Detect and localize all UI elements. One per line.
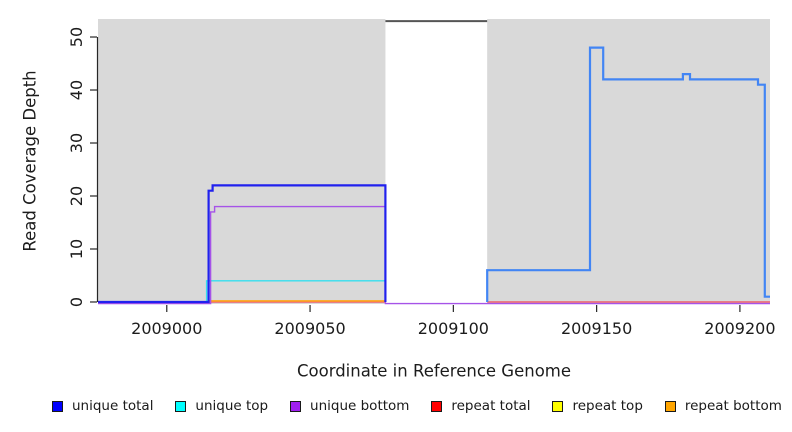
y-axis-label: Read Coverage Depth xyxy=(20,70,40,252)
x-tick-label: 2009050 xyxy=(274,319,345,338)
legend-label: unique total xyxy=(72,398,154,414)
gap-region xyxy=(385,19,488,304)
y-tick-label: 40 xyxy=(67,80,86,100)
legend-label: repeat bottom xyxy=(684,398,782,414)
legend: unique total unique top unique bottom repea… xyxy=(0,398,792,414)
y-tick-label: 20 xyxy=(67,186,86,206)
legend-label: unique top xyxy=(195,398,269,414)
legend-item-unique-total: unique total xyxy=(52,398,153,414)
legend-label: repeat total xyxy=(451,398,531,414)
series-unique-total-right-of-gap xyxy=(486,46,770,302)
legend-swatch-repeat-top xyxy=(552,400,564,412)
x-tick-label: 2009150 xyxy=(561,319,632,338)
y-tick-label: 0 xyxy=(67,297,86,307)
x-tick-label: 2009100 xyxy=(418,319,489,338)
legend-item-repeat-bottom: repeat bottom xyxy=(664,398,782,414)
x-axis-label: Coordinate in Reference Genome xyxy=(296,361,572,381)
legend-item-unique-bottom: unique bottom xyxy=(290,398,409,414)
y-tick-label: 30 xyxy=(67,133,86,153)
legend-item-repeat-total: repeat total xyxy=(431,398,531,414)
legend-item-repeat-top: repeat top xyxy=(552,398,643,414)
y-tick-label: 50 xyxy=(67,27,86,47)
legend-label: unique bottom xyxy=(310,398,410,414)
y-tick-label: 10 xyxy=(67,239,86,259)
legend-swatch-unique-bottom xyxy=(290,400,302,412)
legend-swatch-unique-total xyxy=(52,400,63,412)
legend-swatch-repeat-total xyxy=(431,400,443,412)
x-tick-label: 2009200 xyxy=(704,319,775,338)
series-unique-total xyxy=(98,184,387,304)
legend-swatch-repeat-bottom xyxy=(664,400,676,412)
x-tick-label: 2009000 xyxy=(131,319,202,338)
legend-swatch-unique-top xyxy=(175,400,187,412)
legend-label: repeat top xyxy=(572,398,643,414)
legend-item-unique-top: unique top xyxy=(175,398,268,414)
